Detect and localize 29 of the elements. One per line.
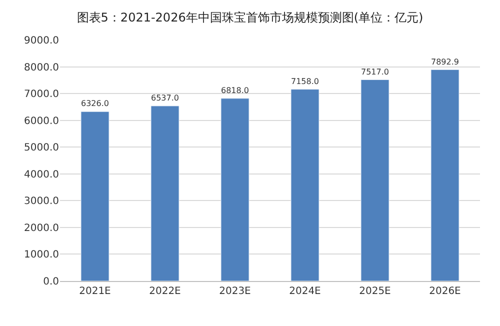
x-tick-label: 2024E	[289, 286, 321, 297]
bar	[220, 98, 250, 281]
data-label: 6537.0	[151, 94, 179, 103]
data-label: 7892.9	[431, 57, 459, 66]
y-tick-label: 3000.0	[24, 196, 59, 208]
y-tick-label: 2000.0	[24, 222, 59, 234]
y-tick-label: 8000.0	[24, 62, 59, 74]
x-tick-label: 2021E	[79, 286, 111, 297]
data-label: 6326.0	[81, 99, 109, 108]
x-tick-label: 2025E	[359, 286, 391, 297]
chart-title: 图表5：2021-2026年中国珠宝首饰市场规模预测图(单位：亿元)	[76, 10, 424, 24]
x-tick-label: 2022E	[149, 286, 181, 297]
bar	[150, 106, 180, 281]
y-tick-label: 7000.0	[24, 89, 59, 100]
bar	[80, 111, 110, 281]
bar	[290, 89, 320, 281]
y-tick-label: 6000.0	[24, 116, 59, 127]
y-tick-label: 9000.0	[24, 36, 59, 46]
x-tick-label: 2026E	[429, 286, 461, 297]
y-tick-label: 4000.0	[24, 169, 59, 180]
data-label: 6818.0	[221, 86, 249, 96]
y-tick-label: 0.0	[43, 276, 59, 288]
bar	[360, 79, 390, 281]
y-tick-label: 5000.0	[24, 142, 59, 154]
data-label: 7158.0	[291, 76, 319, 86]
data-label: 7517.0	[361, 67, 389, 76]
y-tick-label: 1000.0	[24, 250, 59, 261]
x-tick-label: 2023E	[219, 286, 251, 297]
bar	[430, 69, 460, 281]
